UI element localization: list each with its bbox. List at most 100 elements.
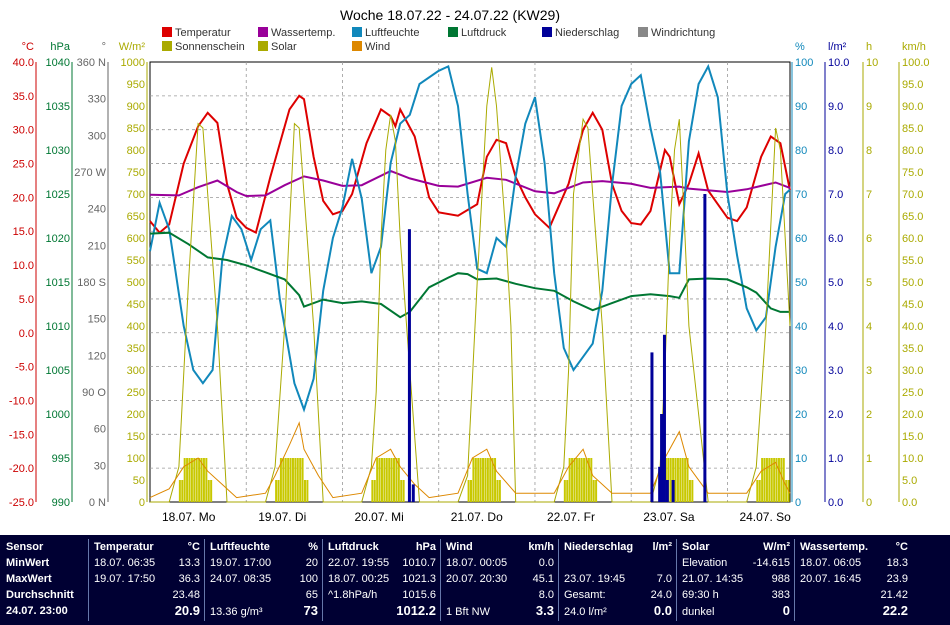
pressure-tick-label: 1005 (46, 365, 70, 377)
legend-label: Niederschlag (555, 27, 619, 39)
sunshine-bar (674, 458, 677, 502)
wind-tick-label: 5.0 (902, 475, 917, 487)
solar-tick-label: 300 (127, 365, 145, 377)
wind-tick-label: 45.0 (902, 299, 923, 311)
temp-tick-label: -15.0 (9, 429, 34, 441)
rain-bar (671, 480, 675, 502)
sunshine-bar (277, 480, 280, 502)
sunshine-bar (294, 458, 297, 502)
sunshine-bar (688, 480, 691, 502)
legend-label: Solar (271, 41, 297, 53)
sunshine-bar (205, 458, 208, 502)
grid (150, 62, 790, 502)
summary-table: Sensor MinWert MaxWert Durchschnitt 24.0… (0, 535, 950, 625)
sunshine-bar (178, 480, 181, 502)
solar-tick-label: 450 (127, 299, 145, 311)
sunshine-bar (484, 458, 487, 502)
sunshine-tick-label: 10 (866, 57, 878, 69)
sunshine-bar (279, 458, 282, 502)
sunshine-bar (679, 458, 682, 502)
pressure-tick-label: 1010 (46, 321, 70, 333)
sunshine-bar (186, 458, 189, 502)
legend-swatch (162, 27, 172, 37)
legend-label: Wind (365, 41, 390, 53)
sunshine-bar (580, 458, 583, 502)
rain-bar (662, 334, 666, 502)
rain-bar (665, 480, 669, 502)
sunshine-bar (592, 480, 595, 502)
sunshine-bar (376, 458, 379, 502)
wind-tick-label: 100.0 (902, 57, 930, 69)
label-max: MaxWert (6, 573, 52, 585)
sunshine-bar (207, 480, 210, 502)
pressure-tick-label: 1025 (46, 189, 70, 201)
legend-label: Luftfeuchte (365, 27, 419, 39)
direction-tick-label: 240 (88, 204, 106, 216)
sunshine-bar (761, 458, 764, 502)
wind-tick-label: 10.0 (902, 453, 923, 465)
sunshine-bar (390, 458, 393, 502)
legend-label: Wassertemp. (271, 27, 335, 39)
sunshine-bar (765, 458, 768, 502)
wind-tick-label: 95.0 (902, 79, 923, 91)
pressure-unit-label: hPa (50, 41, 70, 53)
rain-bar (703, 194, 707, 502)
sunshine-bar (477, 458, 480, 502)
col-solar: Solar W/m² Elevation -14.615 21.07. 14:3… (682, 541, 790, 618)
rain-tick-label: 0.0 (828, 497, 843, 509)
sunshine-tick-label: 0 (866, 497, 872, 509)
legend-swatch (638, 27, 648, 37)
x-label: 22.07. Fr (547, 510, 595, 524)
solar-tick-label: 850 (127, 123, 145, 135)
rain-bars (407, 194, 707, 502)
sunshine-bar (306, 480, 309, 502)
solar-tick-label: 150 (127, 431, 145, 443)
sunshine-bar (491, 458, 494, 502)
sunshine-tick-label: 9 (866, 101, 872, 113)
sunshine-bar (583, 458, 586, 502)
rain-tick-label: 1.0 (828, 453, 843, 465)
humidity-tick-label: 80 (795, 145, 807, 157)
temp-tick-label: 25.0 (13, 159, 34, 171)
rain-tick-label: 5.0 (828, 277, 843, 289)
wind-tick-label: 90.0 (902, 101, 923, 113)
sunshine-tick-label: 5 (866, 277, 872, 289)
sunshine-bar (303, 480, 306, 502)
sunshine-bar (200, 458, 203, 502)
wind-unit-label: km/h (902, 41, 926, 53)
col-niederschlag: Niederschlag l/m² 23.07. 19:45 7.0 Gesam… (564, 541, 672, 618)
sunshine-bar (573, 458, 576, 502)
sunshine-bar (393, 458, 396, 502)
legend-label: Temperatur (175, 27, 231, 39)
temp-tick-label: 0.0 (19, 328, 34, 340)
legend-swatch (352, 27, 362, 37)
sunshine-tick-label: 3 (866, 365, 872, 377)
wind-tick-label: 75.0 (902, 167, 923, 179)
sunshine-bar (388, 458, 391, 502)
direction-tick-label: 0 N (89, 497, 106, 509)
direction-tick-label: 60 (94, 424, 106, 436)
wind-tick-label: 35.0 (902, 343, 923, 355)
col-wassertemp: Wassertemp. °C 18.07. 06:05 18.3 20.07. … (800, 541, 908, 618)
solar-tick-label: 700 (127, 189, 145, 201)
humidity-tick-label: 70 (795, 189, 807, 201)
rain-tick-label: 7.0 (828, 189, 843, 201)
solar-tick-label: 550 (127, 255, 145, 267)
sunshine-bar (479, 458, 482, 502)
humidity-tick-label: 40 (795, 321, 807, 333)
sunshine-bar (691, 480, 694, 502)
sunshine-bar (575, 458, 578, 502)
x-label: 18.07. Mo (162, 510, 216, 524)
x-label: 23.07. Sa (643, 510, 695, 524)
sunshine-bar (378, 458, 381, 502)
solar-tick-label: 50 (133, 475, 145, 487)
direction-tick-label: 300 (88, 130, 106, 142)
sunshine-bar (289, 458, 292, 502)
sunshine-bar (282, 458, 285, 502)
label-now: 24.07. 23:00 (6, 605, 68, 617)
chart-title: Woche 18.07.22 - 24.07.22 (KW29) (340, 7, 560, 23)
wind-tick-label: 40.0 (902, 321, 923, 333)
wind-tick-label: 50.0 (902, 277, 923, 289)
x-label: 20.07. Mi (354, 510, 403, 524)
temp-tick-label: 40.0 (13, 57, 34, 69)
